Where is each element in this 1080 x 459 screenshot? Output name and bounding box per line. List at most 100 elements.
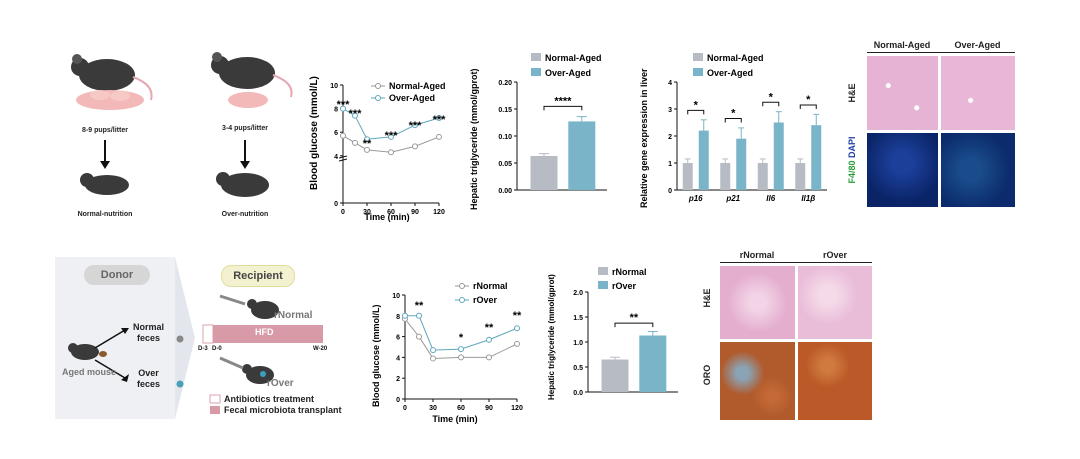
- y-tick-label: 2: [396, 376, 400, 383]
- data-point: [458, 346, 464, 353]
- data-point: [388, 133, 394, 140]
- x-tick-label: 60: [457, 405, 465, 412]
- histo-col-over-aged: Over-Aged: [954, 40, 1001, 50]
- data-point: [416, 333, 422, 340]
- top-histology: Normal-Aged Over-Aged H&E F4/80 DAPI: [845, 40, 1020, 210]
- top-glucose-ylabel: Blood glucose (mmol/L): [309, 76, 320, 190]
- bar-p21-Normal-Aged: [720, 163, 731, 190]
- bar-Il6-Normal-Aged: [757, 163, 768, 190]
- top-tg-legend: Normal-Aged Over-Aged: [531, 53, 602, 78]
- data-point: [486, 354, 492, 361]
- bar-rNormal: [601, 359, 629, 392]
- top-glucose-chart: Blood glucose (mmol/L) Time (min) Normal…: [309, 76, 447, 222]
- data-point: [412, 143, 418, 150]
- legend-rover: rOver: [473, 295, 498, 305]
- bottom-glucose-legend: rNormal rOver: [455, 281, 508, 305]
- data-point: [416, 312, 422, 319]
- histo-row-oro: ORO: [702, 364, 712, 386]
- dapi-normal-aged-image: [867, 133, 938, 207]
- x-tick-label: 0: [341, 209, 345, 216]
- data-point: [364, 136, 370, 143]
- over-feces-label: Over feces: [137, 368, 160, 390]
- data-point: [486, 336, 492, 343]
- significance-marker: **: [630, 312, 639, 324]
- x-tick-label: 30: [363, 209, 371, 216]
- significance-marker: **: [485, 322, 494, 334]
- y-tick-label: 6: [396, 335, 400, 342]
- bar-Over-Aged: [568, 121, 596, 190]
- significance-marker: ***: [433, 114, 447, 126]
- bar-p16-Normal-Aged: [682, 163, 693, 190]
- normal-feces-line1: Normal: [133, 322, 165, 332]
- he-normal-aged-image: [867, 56, 938, 130]
- histo-col-rover: rOver: [822, 250, 848, 260]
- litter-label-normal: 8-9 pups/litter: [82, 127, 128, 134]
- significance-marker: ***: [385, 130, 399, 142]
- legend-rnormal: rNormal: [473, 281, 508, 291]
- bar-Il1β-Over-Aged: [811, 125, 822, 190]
- y-tick-label: 4: [396, 355, 400, 362]
- timeline-d0: D-0: [212, 346, 222, 352]
- over-feces-line1: Over: [138, 368, 159, 378]
- significance-marker: *: [694, 99, 699, 111]
- outcome-over: Over-nutrition: [221, 211, 269, 218]
- data-point: [340, 132, 346, 139]
- category-label-p16: p16: [688, 194, 703, 203]
- histo-col-normal-aged: Normal-Aged: [873, 40, 931, 50]
- category-label-Il6: Il6: [766, 194, 775, 203]
- data-point: [388, 149, 394, 156]
- timeline-d3: D-3: [198, 346, 208, 352]
- y-tick-label: 0.10: [498, 134, 512, 141]
- y-tick-label: 0: [396, 397, 400, 404]
- donor-label: Donor: [84, 265, 150, 285]
- y-tick-label: 0.0: [573, 390, 583, 397]
- data-point: [402, 312, 408, 319]
- hfd-label: HFD: [255, 327, 274, 337]
- data-point: [412, 122, 418, 129]
- fmt-schematic: [68, 294, 323, 414]
- legend-gene-normal: Normal-Aged: [707, 53, 764, 63]
- histo-col-rnormal: rNormal: [739, 250, 775, 260]
- top-gene-chart: Relative gene expression in liver Normal…: [639, 53, 827, 208]
- bar-p16-Over-Aged: [698, 130, 709, 190]
- significance-marker: *: [459, 332, 464, 344]
- legend-tg-normal: Normal-Aged: [545, 53, 602, 63]
- bar-p21-Over-Aged: [736, 138, 747, 190]
- over-feces-line2: feces: [137, 379, 161, 389]
- top-gene-ylabel-1: Relative gene expression in liver: [639, 68, 649, 208]
- bar-Il1β-Normal-Aged: [795, 163, 806, 190]
- axis-break: [338, 155, 348, 159]
- x-tick-label: 60: [387, 209, 395, 216]
- top-gene-legend: Normal-Aged Over-Aged: [693, 53, 764, 78]
- y-tick-label: 8: [396, 314, 400, 321]
- data-point: [436, 133, 442, 140]
- legend-fmt: Fecal microbiota transplant: [224, 405, 342, 415]
- nutrition-model-panel: 8-9 pups/litter 3-4 pups/litter Normal-n…: [55, 45, 300, 225]
- recipient-label: Recipient: [221, 265, 295, 287]
- bottom-histology: rNormal rOver H&E ORO: [700, 248, 880, 423]
- aged-mouse-label: Aged mouse: [62, 367, 117, 377]
- data-point: [352, 139, 358, 146]
- category-label-Il1β: Il1β: [801, 194, 815, 203]
- significance-marker: *: [769, 91, 774, 103]
- outcome-normal: Normal-nutrition: [77, 211, 133, 218]
- y-tick-label: 10: [392, 293, 400, 300]
- data-point: [430, 355, 436, 362]
- he-over-aged-image: [941, 56, 1015, 130]
- significance-marker: **: [363, 138, 372, 150]
- data-point: [364, 146, 370, 153]
- bottom-tg-legend: rNormal rOver: [598, 267, 647, 291]
- significance-marker: ***: [337, 99, 351, 111]
- significance-marker: *: [731, 107, 736, 119]
- y-tick-label: 2.0: [573, 290, 583, 297]
- bar-rOver: [639, 335, 667, 392]
- bottom-glucose-xlabel: Time (min): [432, 414, 477, 424]
- rnormal-label: rNormal: [274, 310, 313, 321]
- data-point: [514, 325, 520, 332]
- y-tick-label: 0.5: [573, 365, 583, 372]
- significance-bracket: [687, 109, 705, 115]
- normal-feces-line2: feces: [136, 333, 161, 343]
- significance-marker: *: [806, 94, 811, 106]
- top-glucose-legend: Normal-Aged Over-Aged: [371, 81, 446, 103]
- dapi-label: DAPI: [847, 136, 857, 158]
